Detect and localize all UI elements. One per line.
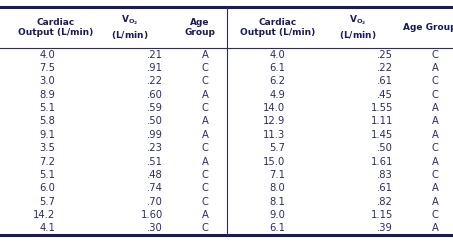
Text: C: C: [202, 63, 208, 73]
Text: .60: .60: [147, 90, 163, 100]
Text: .21: .21: [147, 50, 163, 60]
Text: C: C: [432, 170, 439, 180]
Text: .74: .74: [147, 183, 163, 193]
Text: A: A: [202, 50, 208, 60]
Text: 1.55: 1.55: [371, 103, 393, 113]
Text: .91: .91: [147, 63, 163, 73]
Text: 7.2: 7.2: [39, 157, 55, 166]
Text: A: A: [432, 103, 439, 113]
Text: 6.0: 6.0: [39, 183, 55, 193]
Text: 5.1: 5.1: [39, 170, 55, 180]
Text: 4.0: 4.0: [269, 50, 285, 60]
Text: A: A: [432, 130, 439, 140]
Text: A: A: [202, 210, 208, 220]
Text: .59: .59: [147, 103, 163, 113]
Text: A: A: [432, 183, 439, 193]
Text: C: C: [202, 183, 208, 193]
Text: .50: .50: [147, 116, 163, 127]
Text: C: C: [202, 197, 208, 207]
Text: $\mathbf{V_{O_2}}$
$\mathbf{(L/min)}$: $\mathbf{V_{O_2}}$ $\mathbf{(L/min)}$: [111, 14, 149, 41]
Text: C: C: [202, 143, 208, 153]
Text: .82: .82: [377, 197, 393, 207]
Text: Cardiac
Output (L/min): Cardiac Output (L/min): [18, 18, 93, 37]
Text: .48: .48: [147, 170, 163, 180]
Text: 5.7: 5.7: [39, 197, 55, 207]
Text: .23: .23: [147, 143, 163, 153]
Text: 1.60: 1.60: [141, 210, 163, 220]
Text: 4.0: 4.0: [39, 50, 55, 60]
Text: A: A: [432, 197, 439, 207]
Text: .61: .61: [377, 183, 393, 193]
Text: A: A: [432, 63, 439, 73]
Text: 3.5: 3.5: [39, 143, 55, 153]
Text: 3.0: 3.0: [39, 76, 55, 86]
Text: 6.1: 6.1: [269, 63, 285, 73]
Text: 7.5: 7.5: [39, 63, 55, 73]
Text: .83: .83: [377, 170, 393, 180]
Text: 15.0: 15.0: [263, 157, 285, 166]
Text: A: A: [432, 223, 439, 233]
Text: 14.0: 14.0: [263, 103, 285, 113]
Text: A: A: [202, 116, 208, 127]
Text: 8.0: 8.0: [269, 183, 285, 193]
Text: A: A: [432, 157, 439, 166]
Text: 4.1: 4.1: [39, 223, 55, 233]
Text: A: A: [432, 116, 439, 127]
Text: A: A: [202, 90, 208, 100]
Text: 4.9: 4.9: [269, 90, 285, 100]
Text: 9.0: 9.0: [269, 210, 285, 220]
Text: C: C: [202, 170, 208, 180]
Text: 5.8: 5.8: [39, 116, 55, 127]
Text: .22: .22: [147, 76, 163, 86]
Text: C: C: [432, 50, 439, 60]
Text: 9.1: 9.1: [39, 130, 55, 140]
Text: C: C: [432, 76, 439, 86]
Text: $\mathbf{V_{O_2}}$
$\mathbf{(L/min)}$: $\mathbf{V_{O_2}}$ $\mathbf{(L/min)}$: [339, 14, 377, 41]
Text: Age
Group: Age Group: [184, 18, 216, 37]
Text: .25: .25: [377, 50, 393, 60]
Text: C: C: [202, 223, 208, 233]
Text: .39: .39: [377, 223, 393, 233]
Text: .45: .45: [377, 90, 393, 100]
Text: 1.11: 1.11: [371, 116, 393, 127]
Text: Age Group: Age Group: [403, 23, 453, 32]
Text: 7.1: 7.1: [269, 170, 285, 180]
Text: 8.9: 8.9: [39, 90, 55, 100]
Text: 5.1: 5.1: [39, 103, 55, 113]
Text: C: C: [202, 103, 208, 113]
Text: 1.61: 1.61: [371, 157, 393, 166]
Text: .61: .61: [377, 76, 393, 86]
Text: .70: .70: [147, 197, 163, 207]
Text: 1.15: 1.15: [371, 210, 393, 220]
Text: 1.45: 1.45: [371, 130, 393, 140]
Text: C: C: [202, 76, 208, 86]
Text: .50: .50: [377, 143, 393, 153]
Text: 6.1: 6.1: [269, 223, 285, 233]
Text: 8.1: 8.1: [269, 197, 285, 207]
Text: 5.7: 5.7: [269, 143, 285, 153]
Text: .51: .51: [147, 157, 163, 166]
Text: 12.9: 12.9: [263, 116, 285, 127]
Text: .99: .99: [147, 130, 163, 140]
Text: 14.2: 14.2: [33, 210, 55, 220]
Text: 6.2: 6.2: [269, 76, 285, 86]
Text: A: A: [202, 157, 208, 166]
Text: C: C: [432, 210, 439, 220]
Text: Cardiac
Output (L/min): Cardiac Output (L/min): [240, 18, 315, 37]
Text: C: C: [432, 143, 439, 153]
Text: .22: .22: [377, 63, 393, 73]
Text: C: C: [432, 90, 439, 100]
Text: A: A: [202, 130, 208, 140]
Text: 11.3: 11.3: [263, 130, 285, 140]
Text: .30: .30: [147, 223, 163, 233]
